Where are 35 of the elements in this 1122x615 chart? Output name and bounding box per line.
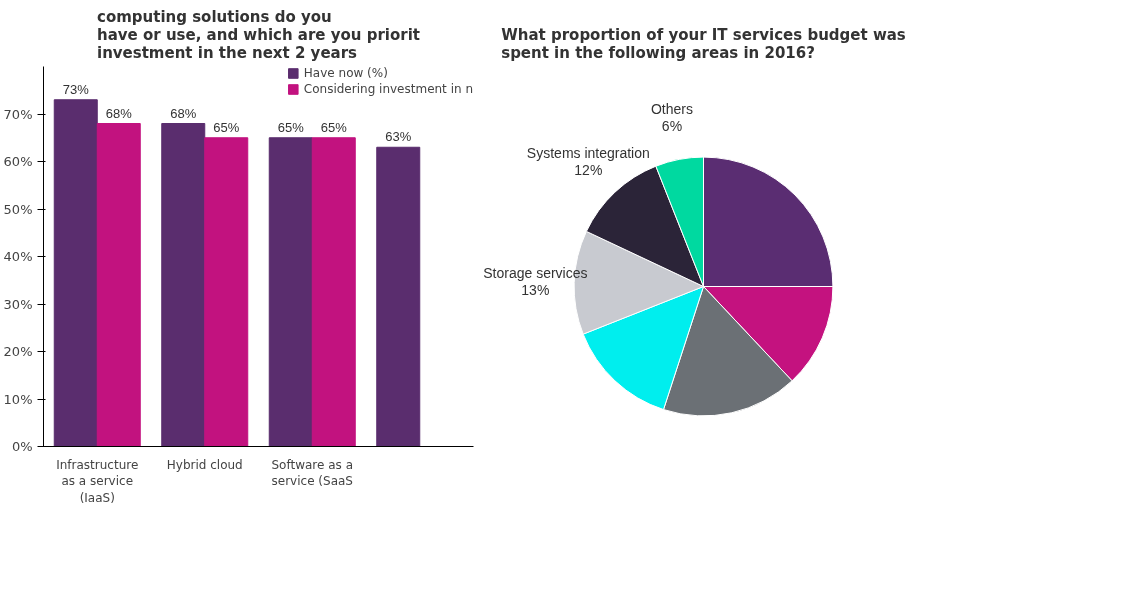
y-tick-label: 60% [3,154,33,169]
x-tick-label: Hybrid cloud [166,457,243,472]
data-label: 12% [574,161,603,178]
bar [96,123,141,447]
slice-label: Systems integration [526,144,650,161]
data-label: 65% [277,119,305,135]
bar [268,137,313,447]
data-label: 68% [170,105,197,121]
data-label: 6% [661,118,683,135]
bar [376,146,421,447]
y-tick-label: 30% [3,296,33,312]
y-tick-label: 0% [11,439,33,454]
chart-title: computing solutions do you have or use, and which are you priorit investment in the next 2 years [96,7,421,62]
x-tick-label: Infrastructure as a service (IaaS) [56,457,139,506]
data-label: 65% [320,119,348,135]
data-label: 63% [385,129,412,145]
data-label: 13% [521,281,550,298]
bar [161,123,206,447]
slice-label: Storage services [483,264,588,281]
legend-label: Considering investment in n [303,82,473,96]
y-tick-label: 50% [3,201,33,217]
y-tick-label: 40% [3,249,33,264]
y-tick-label: 10% [3,391,33,407]
data-label: 73% [62,81,90,97]
chart-title: What proportion of your IT services budget was spent in the following areas in 2016? [501,25,906,62]
y-tick-label: 20% [3,344,33,359]
data-label: 68% [105,105,133,121]
bar [311,137,356,447]
slice-label: Others [650,101,693,118]
bar [204,137,249,447]
data-label: 65% [213,119,240,135]
x-tick-label: Software as a service (SaaS [271,457,354,489]
bar [53,99,98,447]
legend-label: Have now (%) [303,66,388,80]
y-tick-label: 70% [3,106,33,122]
